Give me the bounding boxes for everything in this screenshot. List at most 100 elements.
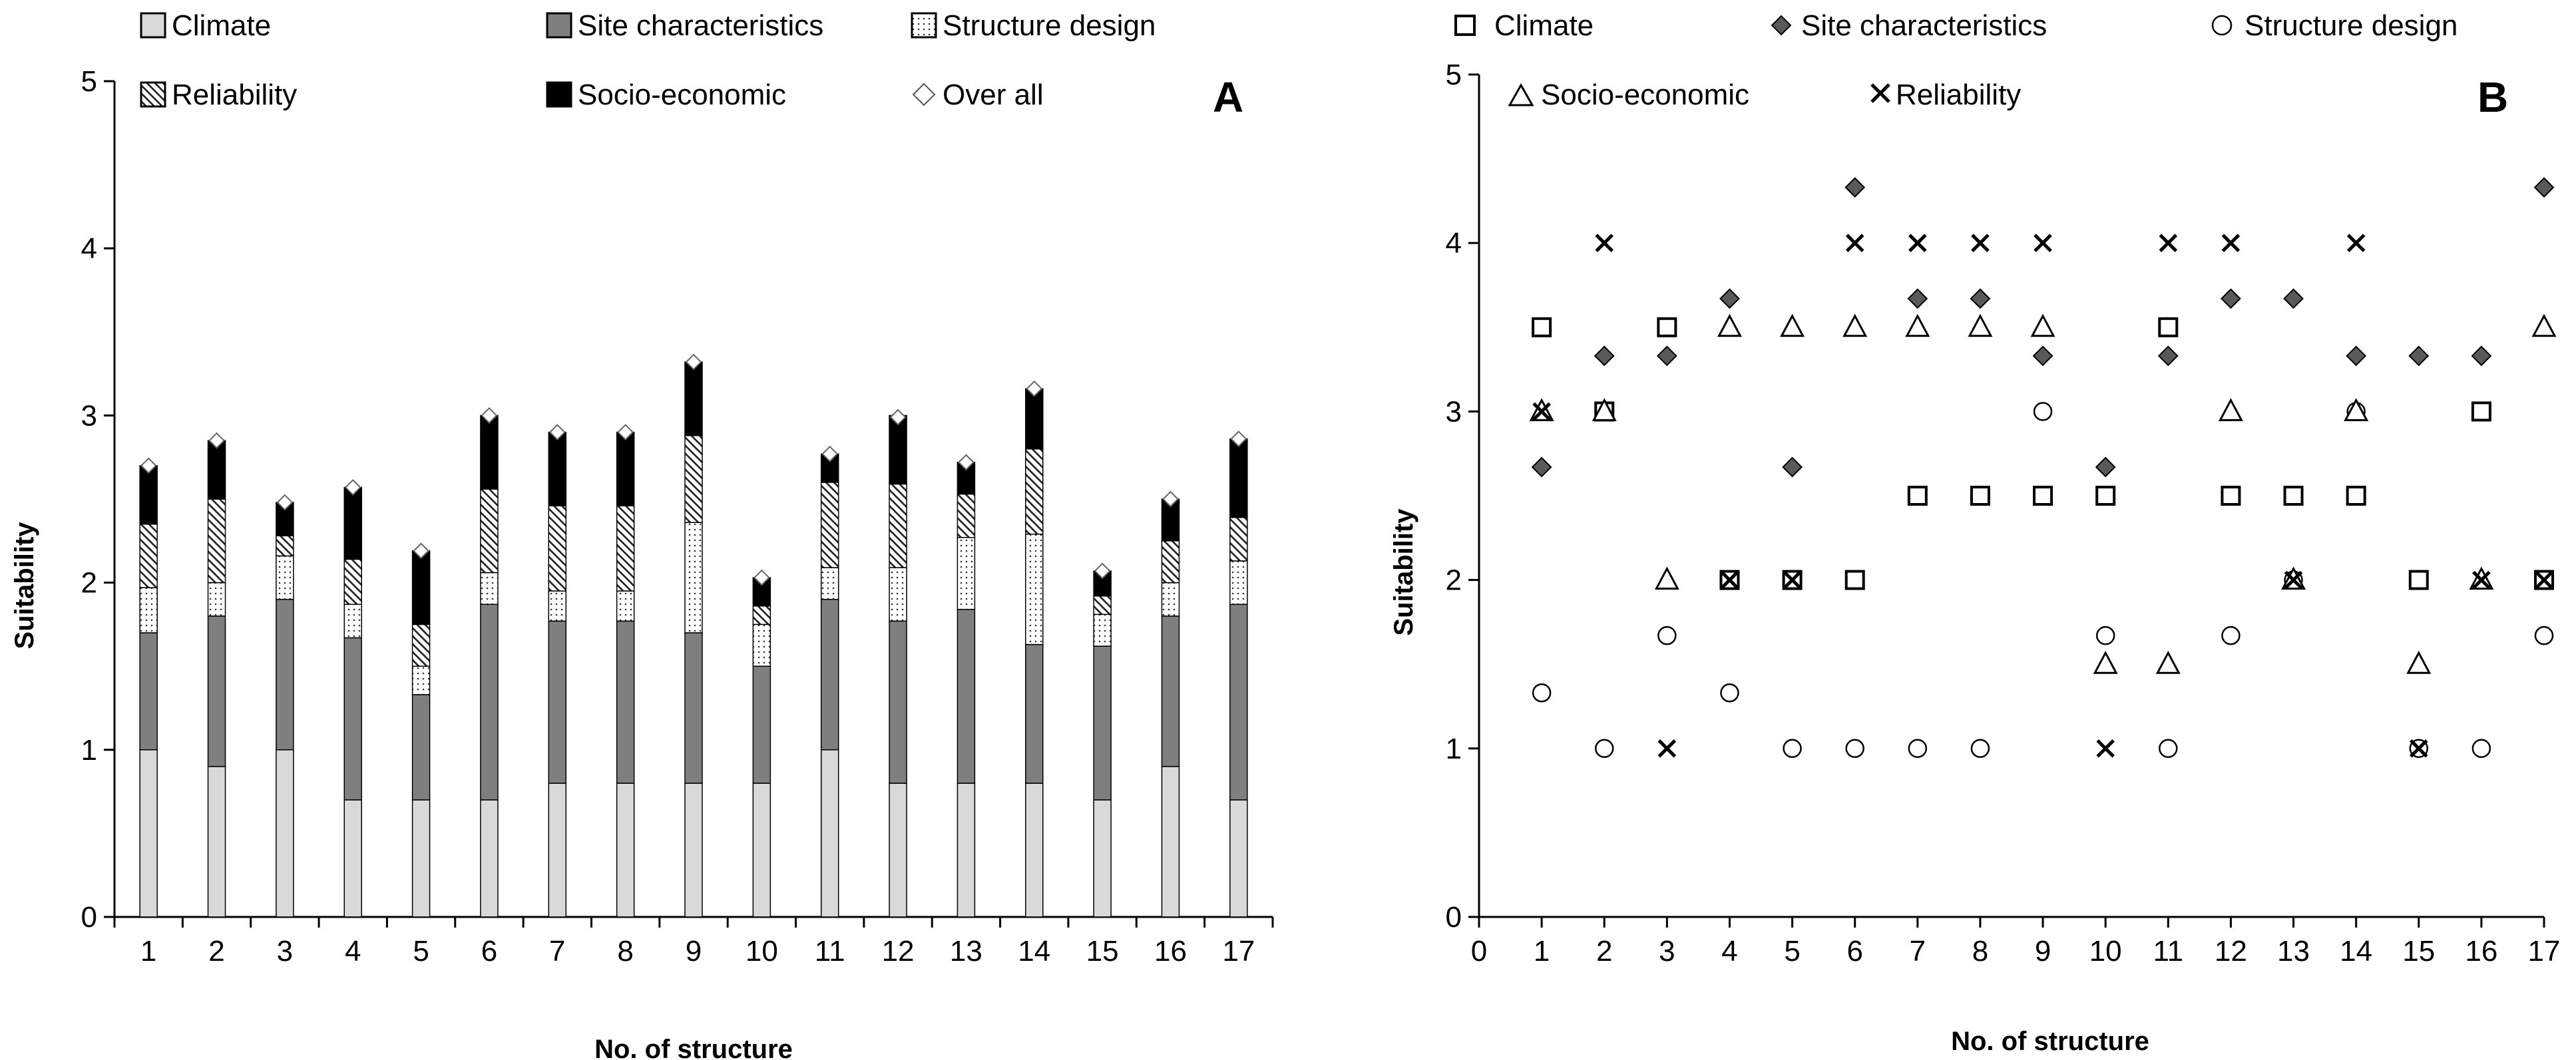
y-tick-label-a: 3 [81, 399, 97, 432]
x-tick-label-b: 2 [1596, 935, 1612, 968]
bar-segment-climate [752, 783, 771, 918]
legend-label-b-site-characteristics: Site characteristics [1801, 9, 2047, 42]
x-tick-label-b: 16 [2465, 935, 2497, 968]
bar-segment-reliability [480, 488, 499, 574]
point-reliability [2409, 739, 2428, 758]
bar-segment-climate [889, 783, 907, 918]
point-reliability [1845, 234, 1864, 252]
bar-segment-structure-design [343, 604, 362, 639]
bar-segment-climate [820, 749, 839, 918]
point-site-characteristics [2220, 288, 2241, 309]
point-climate [1970, 486, 1990, 506]
point-climate [2471, 401, 2491, 422]
x-tick-label-b: 12 [2215, 935, 2247, 968]
y-tick-label-b: 5 [1446, 59, 1462, 91]
bar-segment-structure-design [1025, 534, 1044, 645]
point-climate [1532, 317, 1552, 337]
bar-segment-reliability [1229, 516, 1248, 562]
point-socio-economic [1780, 313, 1805, 337]
point-structure-design [1845, 739, 1864, 759]
bar-segment-site-characteristics [1229, 604, 1248, 800]
overall-marker [1094, 562, 1111, 580]
legend-label-b-structure-design: Structure design [2245, 9, 2458, 42]
bar-segment-climate [139, 749, 158, 918]
bar-segment-site-characteristics [957, 609, 976, 784]
legend-label-b-reliability: Reliability [1896, 79, 2021, 111]
bar-segment-site-characteristics [889, 620, 907, 784]
bar-segment-climate [1229, 799, 1248, 918]
point-socio-economic [1905, 313, 1930, 337]
x-tick-label-b: 5 [1784, 935, 1800, 968]
point-climate [2221, 486, 2241, 506]
bar-segment-socio-economic [139, 465, 158, 525]
x-tick-label-a: 12 [882, 935, 915, 968]
point-structure-design [2159, 739, 2178, 759]
x-tick-label-a: 16 [1154, 935, 1187, 968]
legend-item-structure-design: Structure design [911, 9, 1156, 42]
overall-marker [1026, 380, 1043, 397]
bar-segment-structure-design [820, 567, 839, 600]
point-climate [2095, 486, 2116, 506]
point-socio-economic [2218, 398, 2243, 421]
x-tick-label-a: 10 [746, 935, 778, 968]
x-axis-title-a: No. of structure [594, 1035, 793, 1060]
bar-segment-reliability [752, 606, 771, 625]
bar-segment-socio-economic [343, 486, 362, 560]
point-socio-economic [2093, 651, 2118, 674]
bar-segment-site-characteristics [207, 616, 226, 767]
point-reliability [2472, 570, 2491, 590]
x-tick-label-a: 8 [617, 935, 633, 968]
bar-segment-site-characteristics [411, 694, 431, 800]
x-tick-label-b: 7 [1910, 935, 1926, 968]
x-tick-label-a: 14 [1018, 935, 1050, 968]
point-socio-economic [1654, 566, 1679, 590]
x-tick-label-a: 15 [1086, 935, 1119, 968]
bar-segment-site-characteristics [480, 604, 499, 800]
legend-label-over-all: Over all [943, 79, 1044, 111]
x-tick-label-a: 17 [1222, 935, 1255, 968]
x-tick-label-b: 17 [2528, 935, 2561, 968]
bar-segment-reliability [889, 483, 907, 568]
point-socio-economic [1592, 398, 1617, 421]
point-reliability [1720, 570, 1739, 590]
point-reliability [2346, 234, 2366, 252]
panel-label-a: A [1213, 73, 1243, 121]
bar-segment-climate [1093, 799, 1112, 918]
overall-marker [276, 494, 294, 511]
bar-segment-reliability [1025, 448, 1044, 535]
point-reliability [1595, 234, 1614, 252]
x-tick-label-a: 5 [413, 935, 429, 968]
bar-segment-reliability [276, 535, 294, 557]
overall-marker [685, 353, 702, 371]
legend-b: Climate Site characteristics Structure d… [1454, 9, 2458, 111]
point-climate [1657, 317, 1677, 337]
point-reliability [2221, 234, 2241, 252]
point-socio-economic [2406, 651, 2432, 674]
bar-segment-reliability [207, 498, 226, 584]
bar-segment-structure-design [957, 537, 976, 610]
legend-item-b-site-characteristics: Site characteristics [1771, 9, 2047, 42]
point-site-characteristics [1594, 345, 1615, 367]
bar-segment-climate [957, 783, 976, 918]
y-tick-label-b: 0 [1446, 901, 1462, 934]
overall-marker [344, 479, 361, 496]
bar-segment-climate [207, 766, 226, 918]
bar-segment-climate [1025, 783, 1044, 918]
point-socio-economic [1717, 313, 1742, 337]
x-tick-label-b: 0 [1471, 935, 1487, 968]
bar-segment-site-characteristics [684, 632, 703, 784]
point-climate [2033, 486, 2053, 506]
overall-marker [957, 454, 974, 471]
bar-segment-socio-economic [616, 431, 635, 506]
point-reliability [1657, 739, 1677, 758]
x-tick-label-a: 4 [345, 935, 361, 968]
point-reliability [2284, 570, 2303, 590]
bar-segment-socio-economic [207, 440, 226, 500]
point-site-characteristics [1970, 288, 1991, 309]
x-tick-label-a: 11 [815, 935, 845, 968]
bar-segment-site-characteristics [820, 598, 839, 751]
point-site-characteristics [2032, 345, 2053, 367]
